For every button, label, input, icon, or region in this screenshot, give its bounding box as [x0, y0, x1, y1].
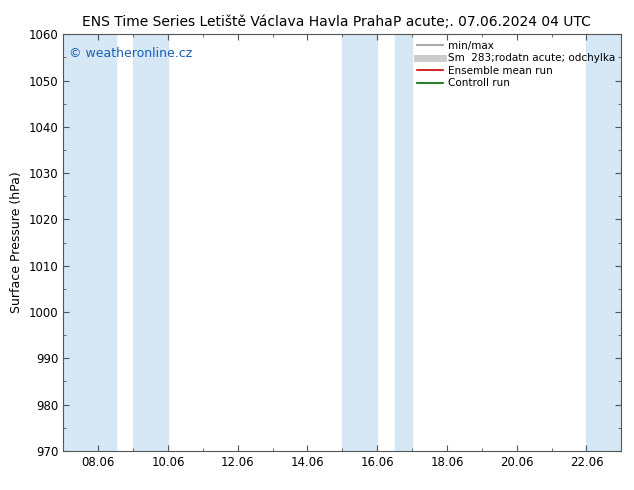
Text: ENS Time Series Letiště Václava Havla Praha: ENS Time Series Letiště Václava Havla Pr… [82, 15, 393, 29]
Legend: min/max, Sm  283;rodatn acute; odchylka, Ensemble mean run, Controll run: min/max, Sm 283;rodatn acute; odchylka, … [412, 36, 619, 93]
Bar [133, 34, 168, 451]
Bar [342, 34, 377, 451]
Bar [586, 34, 621, 451]
Bar [394, 34, 412, 451]
Text: © weatheronline.cz: © weatheronline.cz [69, 47, 192, 60]
Bar [63, 34, 115, 451]
Y-axis label: Surface Pressure (hPa): Surface Pressure (hPa) [10, 172, 23, 314]
Text: P acute;. 07.06.2024 04 UTC: P acute;. 07.06.2024 04 UTC [393, 15, 591, 29]
